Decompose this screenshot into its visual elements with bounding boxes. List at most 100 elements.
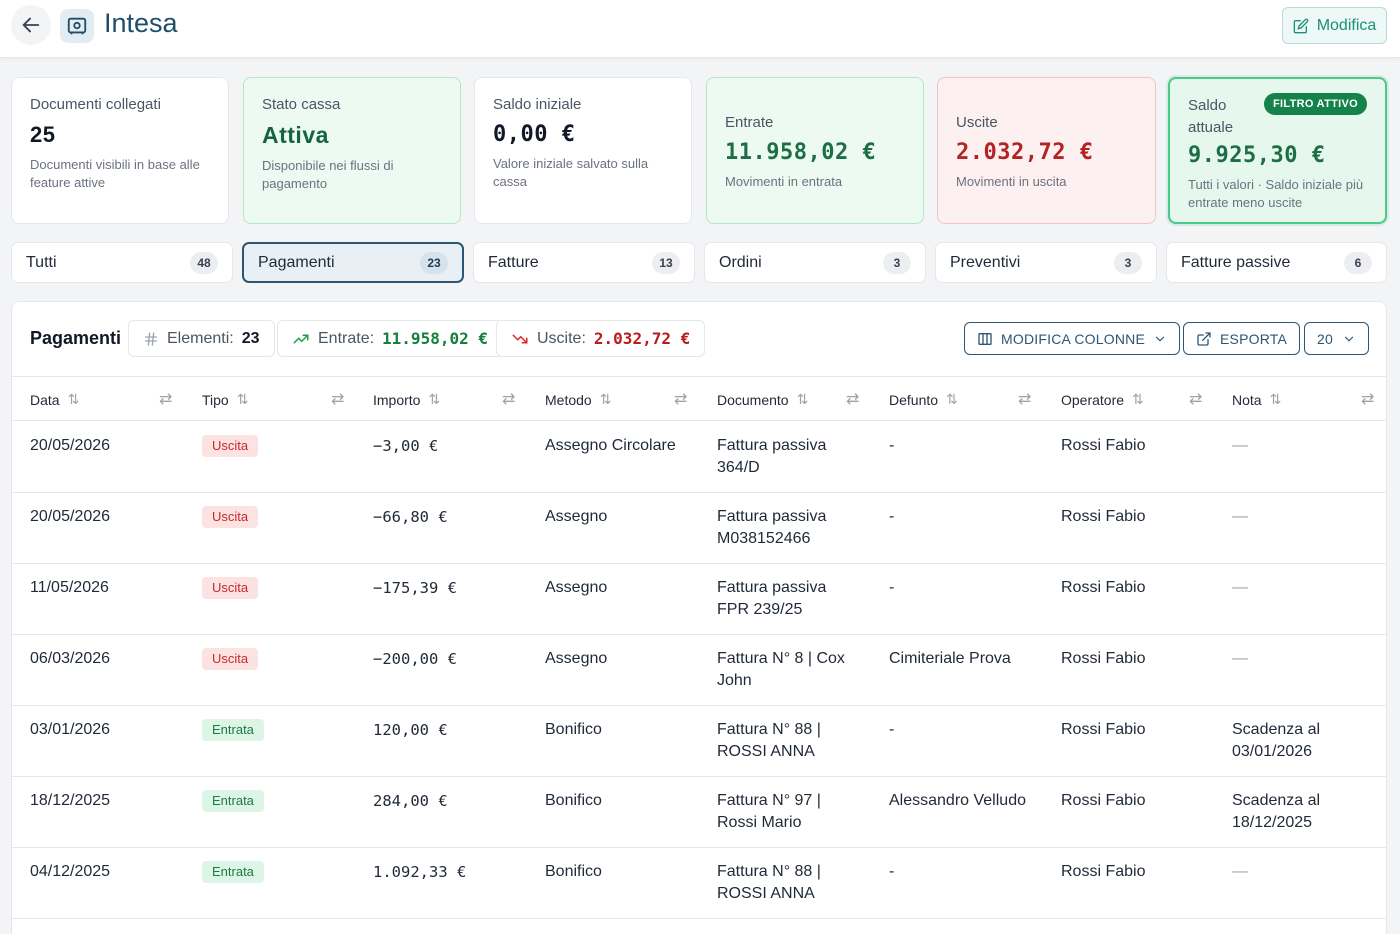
nota-line: — <box>1232 437 1248 454</box>
edit-columns-label: MODIFICA COLONNE <box>1001 330 1145 347</box>
tab-preventivi[interactable]: Preventivi 3 <box>935 242 1157 283</box>
documento-line: ROSSI ANNA <box>717 743 815 760</box>
column-header-tipo[interactable]: Tipo ⇅ <box>202 377 248 422</box>
uscite-total-pill: Uscite: 2.032,72 € <box>496 320 706 357</box>
table-row[interactable]: 03/01/2026 Entrata 120,00 € Bonifico Fat… <box>12 706 1386 777</box>
tab-label: Fatture passive <box>1181 253 1291 271</box>
elements-count-pill: Elementi: 23 <box>128 320 275 357</box>
page-size-value: 20 <box>1317 330 1333 347</box>
cell-documento[interactable]: Fattura N° 88 | ROSSI ANNA <box>717 861 821 905</box>
swap-icon[interactable]: ⇄ <box>674 391 688 408</box>
sort-icon[interactable]: ⇅ <box>1132 391 1144 407</box>
swap-icon[interactable]: ⇄ <box>846 391 860 408</box>
cell-documento[interactable]: Fattura passiva FPR 239/25 <box>717 577 826 621</box>
uscite-label: Uscite: <box>537 329 586 347</box>
tab-label: Fatture <box>488 253 539 271</box>
tab-ordini[interactable]: Ordini 3 <box>704 242 926 283</box>
swap-icon[interactable]: ⇄ <box>1361 391 1375 408</box>
column-header-importo[interactable]: Importo ⇅ <box>373 377 440 422</box>
cell-operatore: Rossi Fabio <box>1061 792 1146 809</box>
card-label: Stato cassa <box>262 96 341 113</box>
cell-defunto: - <box>889 863 895 880</box>
sort-icon[interactable]: ⇅ <box>67 391 80 407</box>
cell-importo: 1.092,33 € <box>373 863 467 881</box>
edit-button[interactable]: Modifica <box>1282 7 1387 44</box>
sort-icon[interactable]: ⇅ <box>428 391 441 407</box>
cell-documento[interactable]: Fattura N° 8 | Cox John <box>717 648 845 692</box>
tab-fatture-passive[interactable]: Fatture passive 6 <box>1166 242 1387 283</box>
nota-line: — <box>1232 579 1248 596</box>
swap-icon[interactable]: ⇄ <box>1018 391 1032 408</box>
panel-title: Pagamenti <box>30 328 122 348</box>
table-row[interactable]: 11/05/2026 Uscita −175,39 € Assegno Fatt… <box>12 564 1386 635</box>
export-button[interactable]: ESPORTA <box>1183 322 1301 355</box>
cell-operatore: Rossi Fabio <box>1061 508 1146 525</box>
swap-icon[interactable]: ⇄ <box>502 391 516 408</box>
column-header-documento[interactable]: Documento ⇅ <box>717 377 808 422</box>
card-value: 25 <box>30 122 56 147</box>
columns-icon <box>978 332 992 345</box>
column-label: Data <box>30 391 60 408</box>
tab-tutti[interactable]: Tutti 48 <box>11 242 233 283</box>
swap-icon[interactable]: ⇄ <box>1189 391 1203 408</box>
sort-icon[interactable]: ⇅ <box>599 391 612 407</box>
cell-data: 20/05/2026 <box>30 437 111 454</box>
table-row[interactable]: 20/05/2026 Uscita −66,80 € Assegno Fattu… <box>12 493 1386 564</box>
cell-data: 06/03/2026 <box>30 650 111 667</box>
table-row[interactable]: 04/12/2025 Entrata 1.092,33 € Bonifico F… <box>12 848 1386 919</box>
cell-importo: 120,00 € <box>373 721 448 739</box>
tipo-badge: Uscita <box>202 648 259 670</box>
back-button[interactable] <box>11 5 51 45</box>
documento-line: M038152466 <box>717 530 811 547</box>
card-uscite[interactable]: Uscite 2.032,72 € Movimenti in uscita <box>937 77 1156 224</box>
tab-count: 48 <box>190 251 218 274</box>
arrow-left-icon <box>22 17 40 33</box>
trending-down-icon <box>512 334 528 343</box>
cell-documento[interactable]: Fattura N° 97 | Rossi Mario <box>717 790 821 834</box>
column-header-data[interactable]: Data ⇅ <box>30 377 79 422</box>
cell-defunto: - <box>889 721 895 738</box>
card-documenti-collegati: Documenti collegati 25 Documenti visibil… <box>11 77 229 224</box>
page-size-select[interactable]: 20 <box>1304 322 1369 355</box>
sort-icon[interactable]: ⇅ <box>1269 391 1282 407</box>
tipo-badge: Entrata <box>202 790 264 812</box>
card-value: 2.032,72 € <box>956 140 1094 165</box>
edit-icon <box>1293 18 1309 33</box>
column-header-nota[interactable]: Nota ⇅ <box>1232 377 1281 422</box>
card-entrate[interactable]: Entrate 11.958,02 € Movimenti in entrata <box>706 77 924 224</box>
documento-line: Fattura N° 97 | <box>717 792 821 809</box>
cell-importo: −175,39 € <box>373 579 457 597</box>
cell-metodo: Bonifico <box>545 721 602 738</box>
sort-icon[interactable]: ⇅ <box>796 391 809 407</box>
page-title: Intesa <box>104 8 178 38</box>
cell-documento[interactable]: Fattura N° 88 | ROSSI ANNA <box>717 719 821 763</box>
hash-icon <box>145 331 157 346</box>
column-header-metodo[interactable]: Metodo ⇅ <box>545 377 611 422</box>
tipo-badge: Uscita <box>202 577 259 599</box>
card-subtitle: Movimenti in entrata <box>725 174 843 189</box>
card-subtitle: Movimenti in uscita <box>956 174 1067 189</box>
nota-line: 03/01/2026 <box>1232 743 1313 760</box>
cell-importo: −3,00 € <box>373 437 439 455</box>
card-label: Saldo iniziale <box>493 96 582 113</box>
swap-icon[interactable]: ⇄ <box>159 391 173 408</box>
swap-icon[interactable]: ⇄ <box>331 391 345 408</box>
column-header-defunto[interactable]: Defunto ⇅ <box>889 377 958 422</box>
tipo-badge: Entrata <box>202 719 264 741</box>
table-row[interactable]: 06/03/2026 Uscita −200,00 € Assegno Fatt… <box>12 635 1386 706</box>
cell-nota: — <box>1232 577 1248 599</box>
tab-fatture[interactable]: Fatture 13 <box>473 242 695 283</box>
tab-pagamenti[interactable]: Pagamenti 23 <box>242 242 464 283</box>
table-row[interactable]: 18/12/2025 Entrata 284,00 € Bonifico Fat… <box>12 777 1386 848</box>
payments-panel: Pagamenti Elementi: 23 Entrate: 11.958,0… <box>11 301 1387 934</box>
column-header-operatore[interactable]: Operatore ⇅ <box>1061 377 1144 422</box>
card-label: Saldo attuale <box>1188 97 1234 136</box>
cell-documento[interactable]: Fattura passiva 364/D <box>717 435 826 479</box>
card-saldo-attuale[interactable]: Saldo attuale FILTRO ATTIVO 9.925,30 € T… <box>1168 77 1387 224</box>
column-label: Metodo <box>545 391 592 408</box>
sort-icon[interactable]: ⇅ <box>236 391 249 407</box>
sort-icon[interactable]: ⇅ <box>946 391 958 407</box>
table-row[interactable]: 20/05/2026 Uscita −3,00 € Assegno Circol… <box>12 422 1386 493</box>
cell-documento[interactable]: Fattura passiva M038152466 <box>717 506 826 550</box>
edit-columns-button[interactable]: MODIFICA COLONNE <box>964 322 1180 355</box>
